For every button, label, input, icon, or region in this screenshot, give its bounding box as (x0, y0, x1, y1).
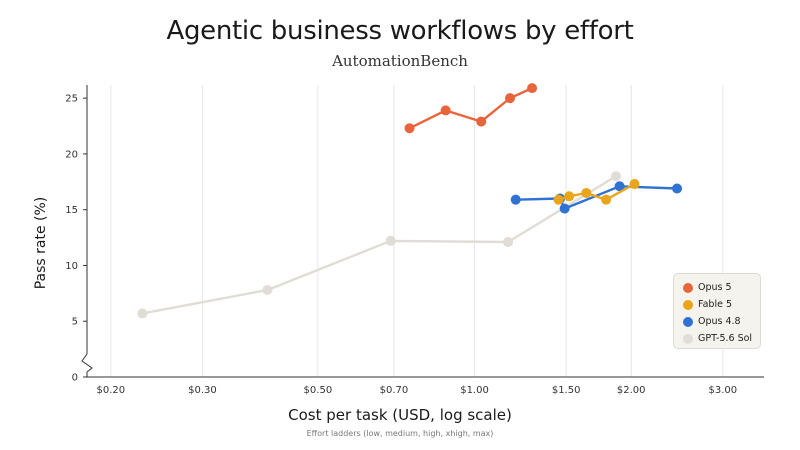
legend-label-fable-5: Fable 5 (698, 299, 732, 310)
data-point-opus-5 (527, 83, 538, 94)
data-point-gpt-5-6-sol (137, 308, 148, 319)
x-tick-label: $0.70 (380, 385, 409, 396)
y-tick-label: 25 (65, 94, 78, 105)
legend-swatch-fable-5 (683, 299, 693, 310)
y-axis-break (81, 353, 93, 373)
series-line-gpt-5-6-sol (142, 175, 617, 315)
y-tick-label: 0 (72, 373, 78, 384)
legend-swatch-opus-4-8 (683, 316, 693, 327)
data-point-opus-5 (476, 116, 487, 127)
x-axis-label: Cost per task (USD, log scale) (288, 406, 512, 424)
data-point-fable-5 (601, 194, 612, 205)
series-line-opus-5 (408, 87, 533, 130)
legend-label-gpt-5-6-sol: GPT-5.6 Sol (698, 333, 753, 344)
series-gpt-5-6-sol (137, 171, 621, 319)
legend-label-opus-5: Opus 5 (698, 282, 732, 293)
data-point-opus-4-8 (510, 194, 521, 205)
x-tick-label: $0.30 (188, 385, 217, 396)
legend-item-fable-5: Fable 5 (683, 296, 760, 313)
x-tick-label: $0.20 (96, 385, 125, 396)
y-axis-label: Pass rate (%) (33, 196, 49, 290)
x-tick-label: $3.00 (708, 385, 737, 396)
data-point-gpt-5-6-sol (385, 235, 396, 246)
data-point-gpt-5-6-sol (262, 285, 273, 295)
data-point-gpt-5-6-sol (503, 237, 514, 248)
legend-item-gpt-5-6-sol: GPT-5.6 Sol (683, 330, 760, 347)
data-point-fable-5 (564, 191, 575, 202)
grid-layer (110, 85, 724, 377)
y-tick-label: 15 (65, 205, 78, 216)
y-tick-label: 20 (65, 149, 78, 160)
x-tick-label: $0.50 (304, 385, 333, 396)
axis-layer: $0.20 $0.30 $0.50 $0.70 $1.00 $1.50 $2.00 $3.00… (65, 85, 764, 396)
y-tick-label: 5 (72, 317, 78, 328)
chart-subtitle: AutomationBench (332, 52, 468, 70)
x-axis-note: Effort ladders (low, medium, high, xhigh… (306, 429, 494, 438)
chart-title: Agentic business workflows by effort (166, 16, 634, 46)
x-tick-label: $1.50 (552, 385, 581, 396)
data-point-gpt-5-6-sol (610, 171, 621, 182)
data-point-opus-4-8 (614, 181, 625, 192)
series-fable-5 (553, 179, 640, 205)
data-point-opus-5 (404, 123, 415, 134)
legend: Opus 5 Fable 5 Opus 4.8 GPT-5.6 Sol (673, 273, 761, 349)
data-point-fable-5 (581, 187, 592, 198)
series-opus-5 (404, 83, 538, 134)
x-tick-label: $1.00 (460, 385, 489, 396)
legend-swatch-gpt-5-6-sol (683, 333, 693, 344)
data-point-fable-5 (629, 179, 640, 190)
legend-swatch-opus-5 (683, 282, 693, 293)
data-point-opus-5 (505, 93, 516, 104)
legend-label-opus-4-8: Opus 4.8 (698, 316, 741, 327)
y-tick-label: 10 (65, 261, 78, 272)
x-tick-label: $2.00 (617, 385, 646, 396)
data-point-fable-5 (553, 194, 564, 205)
data-point-opus-5 (440, 105, 451, 116)
legend-item-opus-5: Opus 5 (683, 279, 760, 296)
series-layer (137, 83, 683, 319)
data-point-opus-4-8 (559, 203, 570, 214)
legend-item-opus-4-8: Opus 4.8 (683, 313, 760, 330)
data-point-opus-4-8 (672, 183, 683, 194)
